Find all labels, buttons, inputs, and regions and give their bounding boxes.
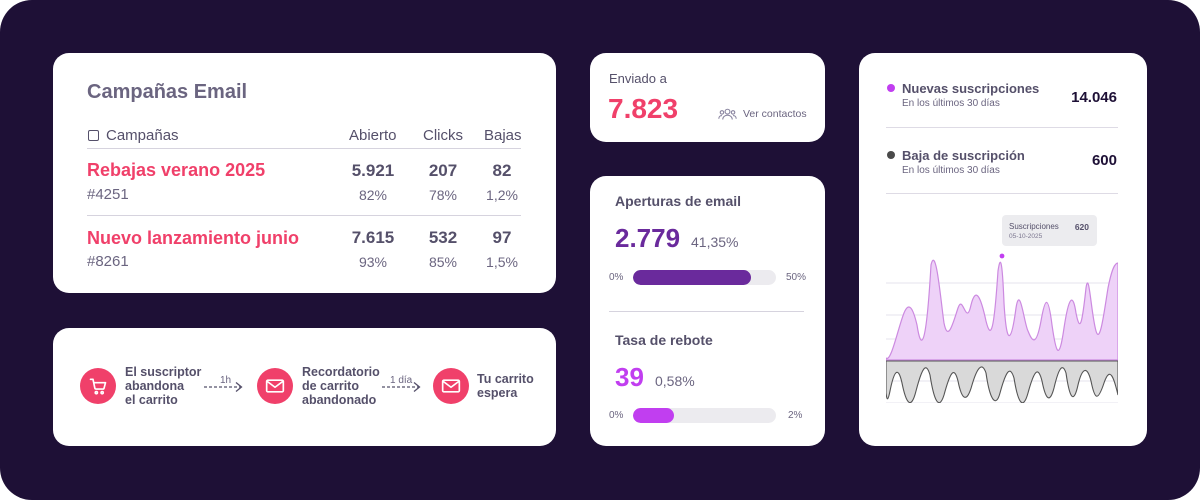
cart-icon [80,368,116,404]
view-contacts-link[interactable]: Ver contactos [718,107,807,121]
header-opened[interactable]: Abierto [349,127,397,144]
new-subs-desc: En los últimos 30 días [902,98,1000,109]
opens-card: Aperturas de email 2.779 41,35% 0% 50% T… [590,176,825,446]
flow-step-3-label: Tu carrito espera [477,372,534,400]
bounce-percent: 0,58% [655,373,695,389]
arrow-right-icon [204,381,243,393]
select-all-checkbox[interactable] [88,130,99,141]
header-divider [87,148,521,149]
unsubs-percent: 1,5% [486,254,518,270]
opened-count: 7.615 [351,228,395,247]
sent-card: Enviado a 7.823 Ver contactos [590,53,825,142]
users-icon [718,108,737,120]
unsubs-desc: En los últimos 30 días [902,165,1000,176]
tooltip-name: Suscripciones [1009,222,1059,231]
subscriptions-card: Nuevas suscripciones En los últimos 30 d… [859,53,1147,446]
campaigns-title: Campañas Email [87,81,248,103]
campaign-id: #4251 [87,186,129,203]
header-clicks[interactable]: Clicks [423,127,463,144]
chart-tooltip: Suscripciones 05-10-2025 620 [1002,215,1097,246]
sent-label: Enviado a [609,71,667,86]
opens-title: Aperturas de email [615,193,742,209]
tooltip-date: 05-10-2025 [1009,233,1043,240]
header-campaigns[interactable]: Campañas [106,127,179,144]
opened-count: 5.921 [351,161,395,180]
flow-delay-2: 1 día [390,375,413,386]
bounce-progress-fill [633,408,675,423]
mail-icon [433,368,469,404]
automation-flow-card: El suscriptor abandona el carrito 1h Rec… [53,328,556,446]
new-subs-area [886,259,1118,361]
bounce-bar-min: 0% [609,410,624,421]
sent-value: 7.823 [608,93,679,124]
unsubs-value: 600 [1091,152,1117,169]
clicks-count: 532 [428,228,458,247]
campaigns-card: Campañas Email Campañas Abierto Clicks B… [53,53,556,293]
row-divider [87,215,521,216]
campaign-name-link[interactable]: Nuevo lanzamiento junio [87,228,300,248]
subscriptions-chart [886,253,1118,403]
new-subs-dot [887,84,895,92]
new-subs-label: Nuevas suscripciones [902,81,1040,96]
opens-percent: 41,35% [691,234,739,250]
arrow-right-icon [382,381,421,393]
unsubs-label: Baja de suscripción [902,148,1025,163]
campaign-name-link[interactable]: Rebajas verano 2025 [87,160,266,180]
tooltip-value: 620 [1074,222,1089,232]
unsubs-count: 97 [492,228,512,247]
campaign-id: #8261 [87,253,129,270]
opens-bar-min: 0% [609,272,624,283]
opens-progress-bar [633,270,776,285]
flow-delay-1: 1h [220,375,232,386]
mail-icon [257,368,293,404]
opens-divider [609,311,804,312]
bounce-value: 39 [615,362,644,392]
opened-percent: 82% [358,187,388,203]
new-subs-value: 14.046 [1071,89,1117,106]
opens-bar-max: 50% [786,272,807,283]
flow-step-1-label: El suscriptor abandona el carrito [125,365,202,407]
opened-percent: 93% [358,254,388,270]
opens-progress-fill [633,270,752,285]
bounce-title: Tasa de rebote [615,332,713,348]
view-contacts-label[interactable]: Ver contactos [743,108,807,120]
clicks-count: 207 [428,161,458,180]
opens-value: 2.779 [615,223,681,253]
subs-divider [886,127,1118,128]
unsubs-percent: 1,2% [486,187,518,203]
unsubs-area [886,360,1118,403]
bounce-progress-bar [633,408,776,423]
clicks-percent: 85% [428,254,458,270]
bounce-bar-max: 2% [788,410,803,421]
chart-highlight-point[interactable] [999,253,1005,259]
unsubs-count: 82 [492,161,512,180]
subs-divider [886,193,1118,194]
header-unsubs[interactable]: Bajas [484,127,522,144]
clicks-percent: 78% [428,187,458,203]
flow-step-2-label: Recordatorio de carrito abandonado [302,365,380,407]
unsubs-dot [887,151,895,159]
